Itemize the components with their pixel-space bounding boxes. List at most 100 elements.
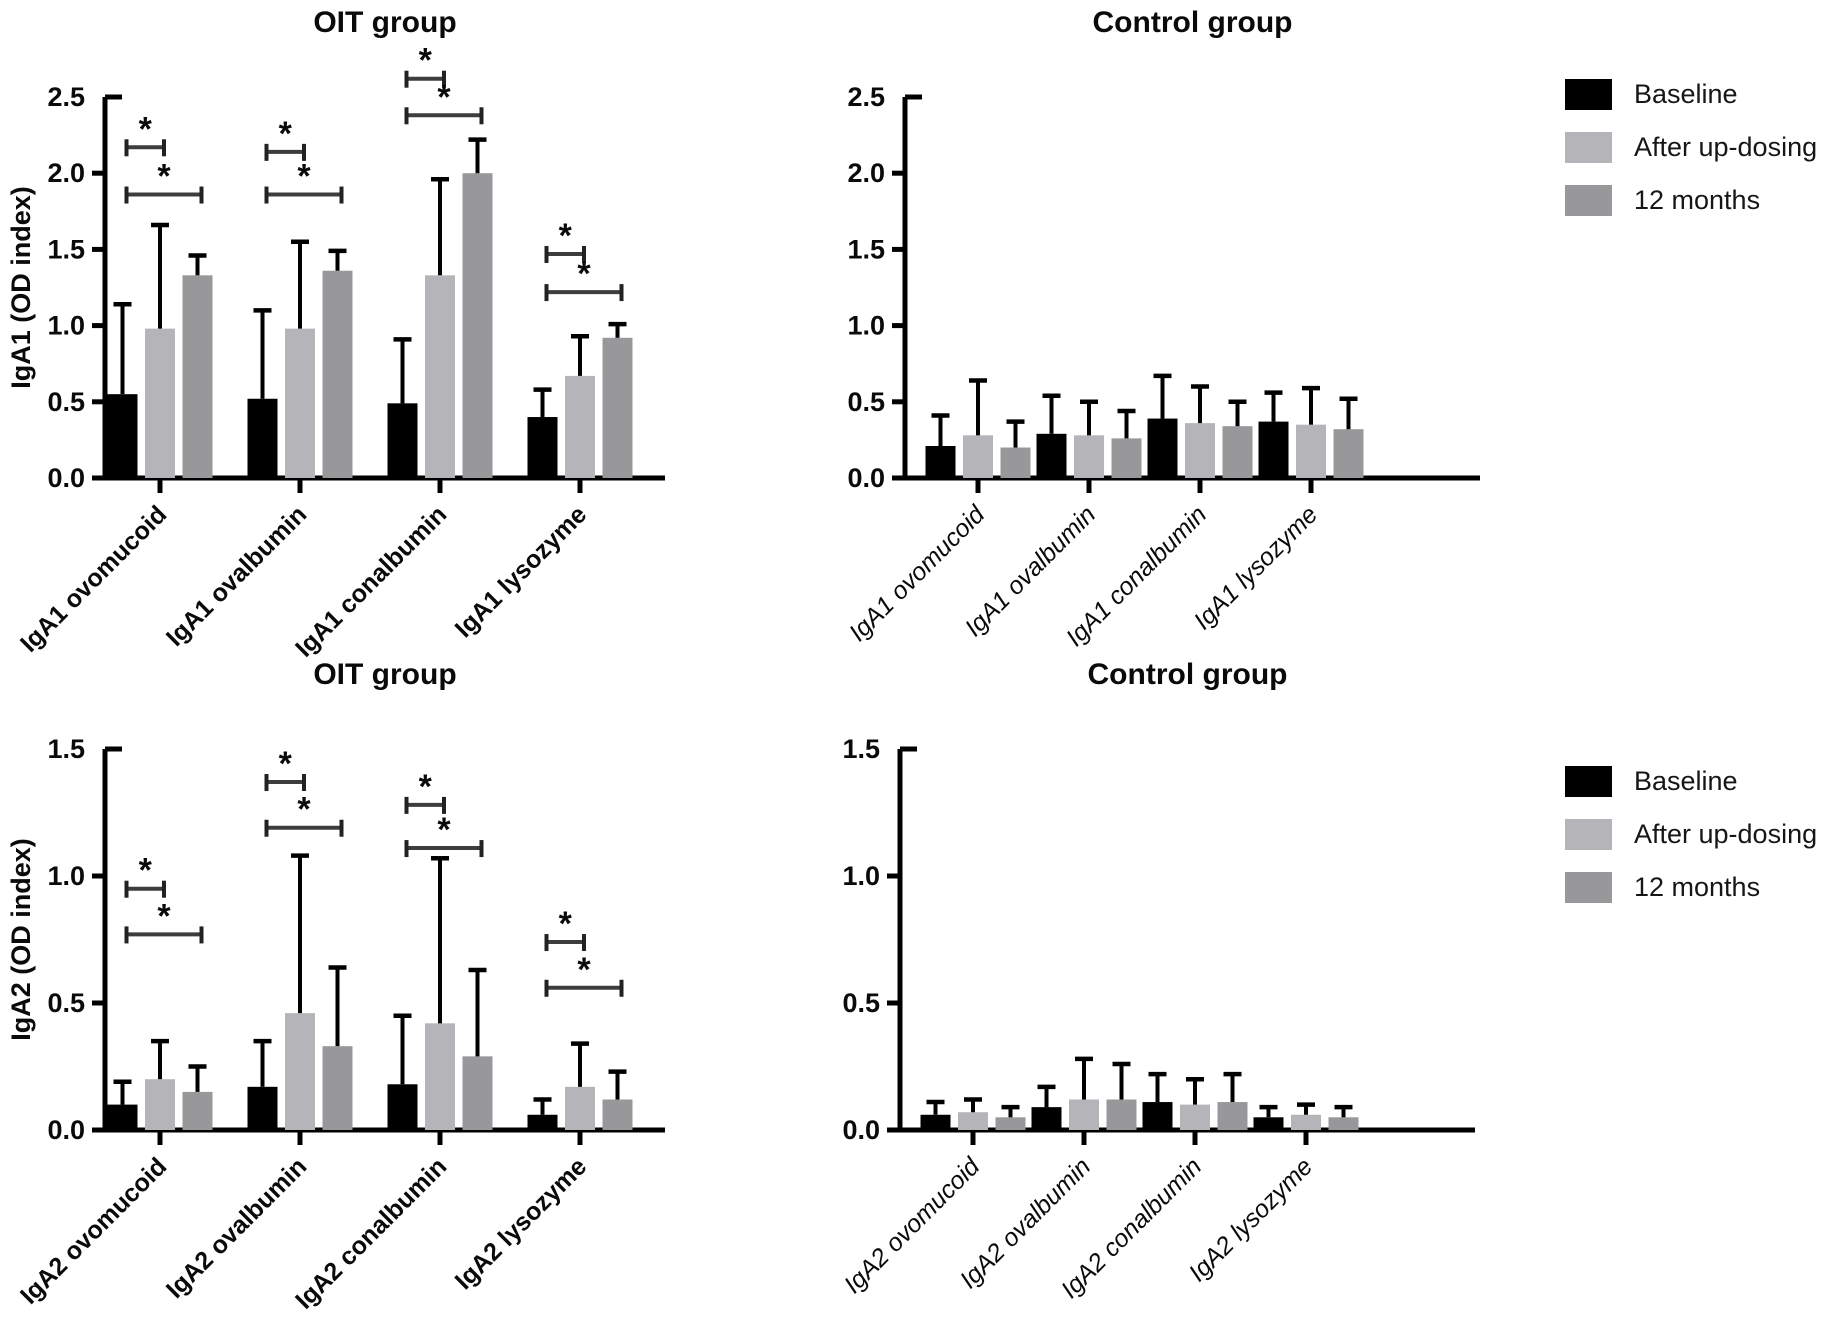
chart-title: OIT group xyxy=(313,6,456,39)
bar-baseline xyxy=(387,1084,418,1130)
legend-bottom: Baseline After up-dosing 12 months xyxy=(1565,765,1834,924)
y-tick-label: 0.5 xyxy=(842,988,880,1018)
category-label: IgA1 lysozyme xyxy=(450,500,593,643)
bar-after-up-dosing xyxy=(1291,1114,1321,1130)
bar-12-months xyxy=(602,1099,633,1130)
y-tick-label: 1.5 xyxy=(842,734,880,764)
bar-after-up-dosing xyxy=(1185,423,1215,478)
legend-item-after-up-dosing: After up-dosing xyxy=(1565,131,1834,164)
significance-asterisk: * xyxy=(559,217,573,255)
chart-title: OIT group xyxy=(313,658,456,691)
category-label: IgA2 conalbumin xyxy=(290,1152,452,1314)
twelve-months-swatch xyxy=(1565,185,1612,216)
bar-12-months xyxy=(182,275,213,478)
chart-title: Control group xyxy=(1088,658,1288,691)
significance-asterisk: * xyxy=(437,811,451,849)
bar-after-up-dosing xyxy=(145,1079,175,1130)
y-axis-label: IgA2 (OD index) xyxy=(6,838,36,1041)
bar-after-up-dosing xyxy=(145,328,175,478)
bar-after-up-dosing xyxy=(1180,1104,1210,1130)
y-tick-label: 0.0 xyxy=(847,463,885,493)
significance-asterisk: * xyxy=(419,768,433,806)
significance-asterisk: * xyxy=(157,158,171,196)
legend-item-baseline: Baseline xyxy=(1565,78,1834,111)
y-axis-label: IgA1 (OD index) xyxy=(6,186,36,389)
bar-12-months xyxy=(1106,1099,1137,1130)
bar-12-months xyxy=(182,1091,213,1130)
bar-after-up-dosing xyxy=(1069,1099,1099,1130)
bar-12-months xyxy=(1333,429,1364,478)
bar-after-up-dosing xyxy=(1074,435,1104,478)
bar-after-up-dosing xyxy=(565,375,595,478)
significance-asterisk: * xyxy=(139,852,153,890)
bar-after-up-dosing xyxy=(963,435,993,478)
y-tick-label: 1.0 xyxy=(47,861,85,891)
bar-after-up-dosing xyxy=(425,275,455,478)
significance-asterisk: * xyxy=(577,255,591,293)
bar-baseline xyxy=(387,403,418,478)
y-tick-label: 0.5 xyxy=(47,387,85,417)
category-label: IgA1 ovalbumin xyxy=(161,500,312,651)
bar-12-months xyxy=(462,173,493,478)
bar-baseline xyxy=(247,398,278,478)
y-tick-label: 2.5 xyxy=(47,82,85,112)
baseline-swatch xyxy=(1565,79,1612,110)
twelve-months-swatch xyxy=(1565,872,1612,903)
bar-12-months xyxy=(1328,1117,1359,1130)
category-label: IgA2 ovalbumin xyxy=(161,1152,312,1303)
bar-baseline xyxy=(1031,1107,1062,1130)
significance-asterisk: * xyxy=(279,745,293,783)
bar-baseline xyxy=(920,1114,951,1130)
y-tick-label: 0.0 xyxy=(47,1115,85,1145)
category-label: IgA2 ovomucoid xyxy=(15,1152,172,1309)
bar-12-months xyxy=(1222,426,1253,478)
bar-baseline xyxy=(107,1104,138,1130)
bar-12-months xyxy=(1111,438,1142,478)
bar-after-up-dosing xyxy=(285,1013,315,1130)
y-tick-label: 0.5 xyxy=(47,988,85,1018)
after-up-dosing-swatch xyxy=(1565,819,1612,850)
legend-top: Baseline After up-dosing 12 months xyxy=(1565,78,1834,237)
bar-12-months xyxy=(322,270,353,478)
chart-iga1-oit: OIT group IgA1 (OD index) 0.0 0.5 1.0 1.5 2.0 2… xyxy=(6,6,665,663)
bar-baseline xyxy=(107,394,138,478)
bar-12-months xyxy=(995,1117,1026,1130)
category-label: IgA1 ovomucoid xyxy=(15,500,172,657)
y-tick-label: 1.0 xyxy=(47,311,85,341)
bar-baseline xyxy=(527,417,558,478)
legend-label-12-months: 12 months xyxy=(1634,872,1761,902)
bar-12-months xyxy=(322,1046,353,1130)
significance-asterisk: * xyxy=(139,110,153,148)
bar-after-up-dosing xyxy=(1296,424,1326,478)
legend-item-12-months: 12 months xyxy=(1565,184,1834,217)
legend-label-after-up-dosing: After up-dosing xyxy=(1634,132,1818,162)
after-up-dosing-swatch xyxy=(1565,132,1612,163)
y-tick-label: 1.5 xyxy=(47,734,85,764)
bar-baseline xyxy=(1142,1102,1173,1130)
category-label: IgA2 lysozyme xyxy=(450,1152,593,1295)
bar-12-months xyxy=(462,1056,493,1130)
legend-item-12-months: 12 months xyxy=(1565,871,1834,904)
legend-label-baseline: Baseline xyxy=(1634,79,1738,109)
legend-item-baseline: Baseline xyxy=(1565,765,1834,798)
significance-asterisk: * xyxy=(279,115,293,153)
y-tick-label: 0.5 xyxy=(847,387,885,417)
bar-12-months xyxy=(602,337,633,478)
significance-asterisk: * xyxy=(577,951,591,989)
bar-baseline xyxy=(1253,1117,1284,1130)
chart-title: Control group xyxy=(1093,6,1293,39)
significance-asterisk: * xyxy=(437,78,451,116)
y-tick-label: 1.0 xyxy=(847,311,885,341)
legend-item-after-up-dosing: After up-dosing xyxy=(1565,818,1834,851)
chart-iga2-oit: OIT group IgA2 (OD index) 0.0 0.5 1.0 1.5 IgA2… xyxy=(6,658,665,1315)
bar-12-months xyxy=(1217,1102,1248,1130)
bar-baseline xyxy=(247,1086,278,1130)
bar-baseline xyxy=(925,445,956,478)
legend-label-12-months: 12 months xyxy=(1634,185,1761,215)
baseline-swatch xyxy=(1565,766,1612,797)
significance-asterisk: * xyxy=(559,905,573,943)
bar-baseline xyxy=(1258,421,1289,478)
bar-after-up-dosing xyxy=(958,1112,988,1130)
